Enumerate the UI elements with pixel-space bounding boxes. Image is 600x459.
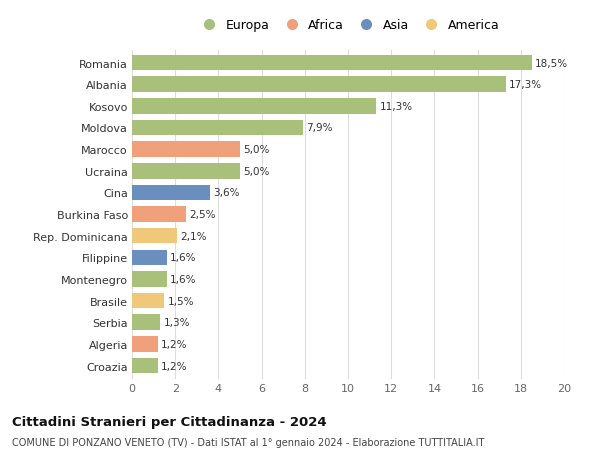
Bar — [132, 142, 240, 157]
Bar — [132, 163, 240, 179]
Text: 11,3%: 11,3% — [379, 101, 412, 112]
Text: 2,1%: 2,1% — [181, 231, 207, 241]
Bar — [132, 293, 164, 309]
Text: 7,9%: 7,9% — [306, 123, 332, 133]
Bar — [132, 315, 160, 330]
Text: 3,6%: 3,6% — [213, 188, 239, 198]
Bar — [132, 272, 167, 287]
Text: 1,6%: 1,6% — [170, 274, 196, 284]
Bar — [132, 56, 532, 71]
Text: 1,2%: 1,2% — [161, 361, 188, 371]
Text: 17,3%: 17,3% — [509, 80, 542, 90]
Text: 1,2%: 1,2% — [161, 339, 188, 349]
Bar — [132, 229, 178, 244]
Text: 2,5%: 2,5% — [189, 210, 216, 219]
Text: 1,5%: 1,5% — [167, 296, 194, 306]
Legend: Europa, Africa, Asia, America: Europa, Africa, Asia, America — [197, 19, 499, 32]
Bar — [132, 185, 210, 201]
Text: 1,3%: 1,3% — [163, 318, 190, 328]
Bar — [132, 358, 158, 374]
Bar — [132, 336, 158, 352]
Text: 18,5%: 18,5% — [535, 58, 568, 68]
Bar — [132, 99, 376, 114]
Text: 5,0%: 5,0% — [243, 167, 269, 176]
Text: 5,0%: 5,0% — [243, 145, 269, 155]
Bar — [132, 207, 186, 222]
Bar — [132, 120, 302, 136]
Bar — [132, 250, 167, 266]
Bar — [132, 77, 506, 93]
Text: Cittadini Stranieri per Cittadinanza - 2024: Cittadini Stranieri per Cittadinanza - 2… — [12, 415, 326, 428]
Text: 1,6%: 1,6% — [170, 253, 196, 263]
Text: COMUNE DI PONZANO VENETO (TV) - Dati ISTAT al 1° gennaio 2024 - Elaborazione TUT: COMUNE DI PONZANO VENETO (TV) - Dati IST… — [12, 437, 484, 447]
